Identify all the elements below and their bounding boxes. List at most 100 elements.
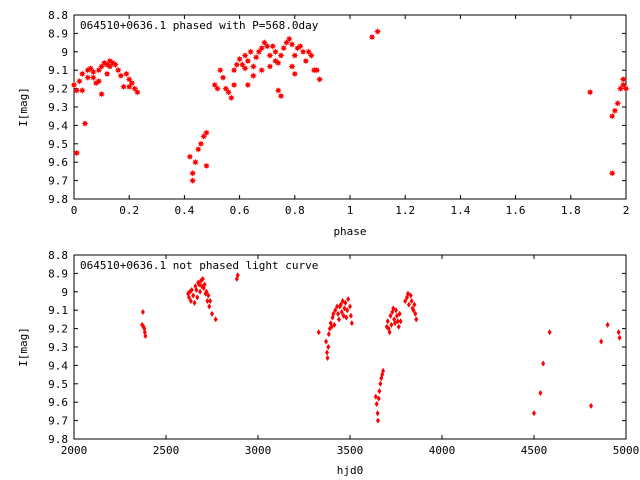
data-points-top [70, 28, 630, 184]
data-point [263, 42, 271, 50]
y-tick-label: 9.4 [48, 119, 68, 132]
data-point [409, 298, 414, 304]
data-point [619, 76, 627, 83]
data-point [331, 310, 336, 317]
x-tick-label: 2 [623, 204, 630, 217]
data-point [339, 309, 344, 316]
data-point [197, 140, 205, 148]
data-point [414, 316, 419, 323]
data-point [381, 367, 386, 374]
data-point [413, 310, 418, 317]
chart-title-bottom: 064510+0636.1 not phased light curve [80, 259, 318, 272]
data-point [112, 61, 119, 69]
data-point [599, 338, 604, 345]
data-point [203, 129, 210, 137]
y-tick-label: 8.8 [48, 249, 68, 262]
data-point [141, 309, 145, 316]
data-point [206, 292, 211, 299]
data-point [288, 41, 296, 48]
data-point [238, 61, 246, 69]
data-point [189, 169, 197, 177]
data-point [375, 410, 380, 417]
data-point [333, 307, 338, 314]
data-point [411, 307, 416, 314]
x-tick-label: 4500 [521, 444, 548, 457]
data-point [346, 296, 351, 303]
data-point [332, 321, 337, 328]
data-point [608, 169, 616, 177]
data-point [368, 33, 376, 41]
data-point [388, 312, 393, 319]
y-tick-label: 9.4 [48, 359, 68, 372]
y-tick-label: 9.8 [48, 193, 68, 206]
data-point [95, 66, 103, 74]
data-point [586, 88, 594, 96]
data-point [120, 83, 128, 91]
data-point [622, 85, 630, 92]
data-point [316, 329, 321, 336]
data-point [385, 318, 390, 325]
data-point [244, 57, 252, 65]
data-point [398, 318, 403, 325]
x-tick-label: 1.6 [506, 204, 526, 217]
data-point [198, 288, 203, 295]
data-point [376, 395, 381, 402]
y-tick-label: 9.2 [48, 83, 68, 96]
chart-title-top: 064510+0636.1 phased with P=568.0day [80, 19, 319, 32]
x-axis-label-bottom: hjd0 [337, 464, 364, 477]
data-point [325, 355, 330, 362]
data-point [348, 303, 352, 310]
data-point [616, 329, 621, 336]
data-point [95, 77, 103, 85]
data-point [285, 35, 293, 43]
data-point [187, 294, 191, 301]
data-point [389, 321, 394, 328]
data-point [397, 310, 402, 317]
data-point [387, 329, 392, 336]
data-point [305, 48, 312, 56]
data-point [89, 68, 97, 76]
x-tick-label: 0.8 [285, 204, 305, 217]
data-point [326, 344, 331, 350]
data-point [211, 81, 219, 89]
data-point [241, 52, 249, 59]
data-point [131, 85, 139, 92]
data-point [188, 298, 193, 304]
y-tick-label: 9.8 [48, 433, 68, 446]
x-tick-label: 1.8 [561, 204, 581, 217]
data-point [87, 64, 94, 72]
data-point [375, 417, 380, 424]
data-point [614, 99, 622, 107]
x-tick-label: 0 [71, 204, 78, 217]
data-point [307, 52, 315, 59]
data-point [326, 331, 331, 338]
x-tick-label: 0.2 [119, 204, 139, 217]
data-point [261, 39, 268, 46]
data-point [280, 44, 288, 52]
data-point [123, 70, 130, 78]
data-point [338, 301, 343, 308]
data-point [277, 92, 285, 100]
data-point [258, 66, 266, 74]
axis-ticks-top: 0 0.2 0.4 0.6 0.8 1 1.2 1.4 1.6 1.8 2 8.8 8.9 9 9.1 9.2… [48, 9, 629, 217]
data-point [412, 301, 417, 308]
data-point [272, 48, 279, 56]
data-point [274, 59, 282, 67]
data-point [291, 70, 299, 78]
data-point [194, 145, 202, 153]
x-tick-label: 2000 [61, 444, 88, 457]
y-tick-label: 8.9 [48, 27, 68, 40]
data-point [324, 338, 329, 345]
x-tick-label: 1.4 [450, 204, 470, 217]
data-point [114, 66, 122, 74]
data-point [227, 94, 235, 102]
data-point [208, 298, 213, 304]
data-point [538, 390, 543, 396]
data-point [617, 334, 622, 341]
x-tick-label: 5000 [613, 444, 640, 457]
data-point [204, 288, 209, 295]
data-point [335, 303, 340, 310]
y-tick-label: 9.3 [48, 101, 68, 114]
data-point [192, 299, 197, 306]
